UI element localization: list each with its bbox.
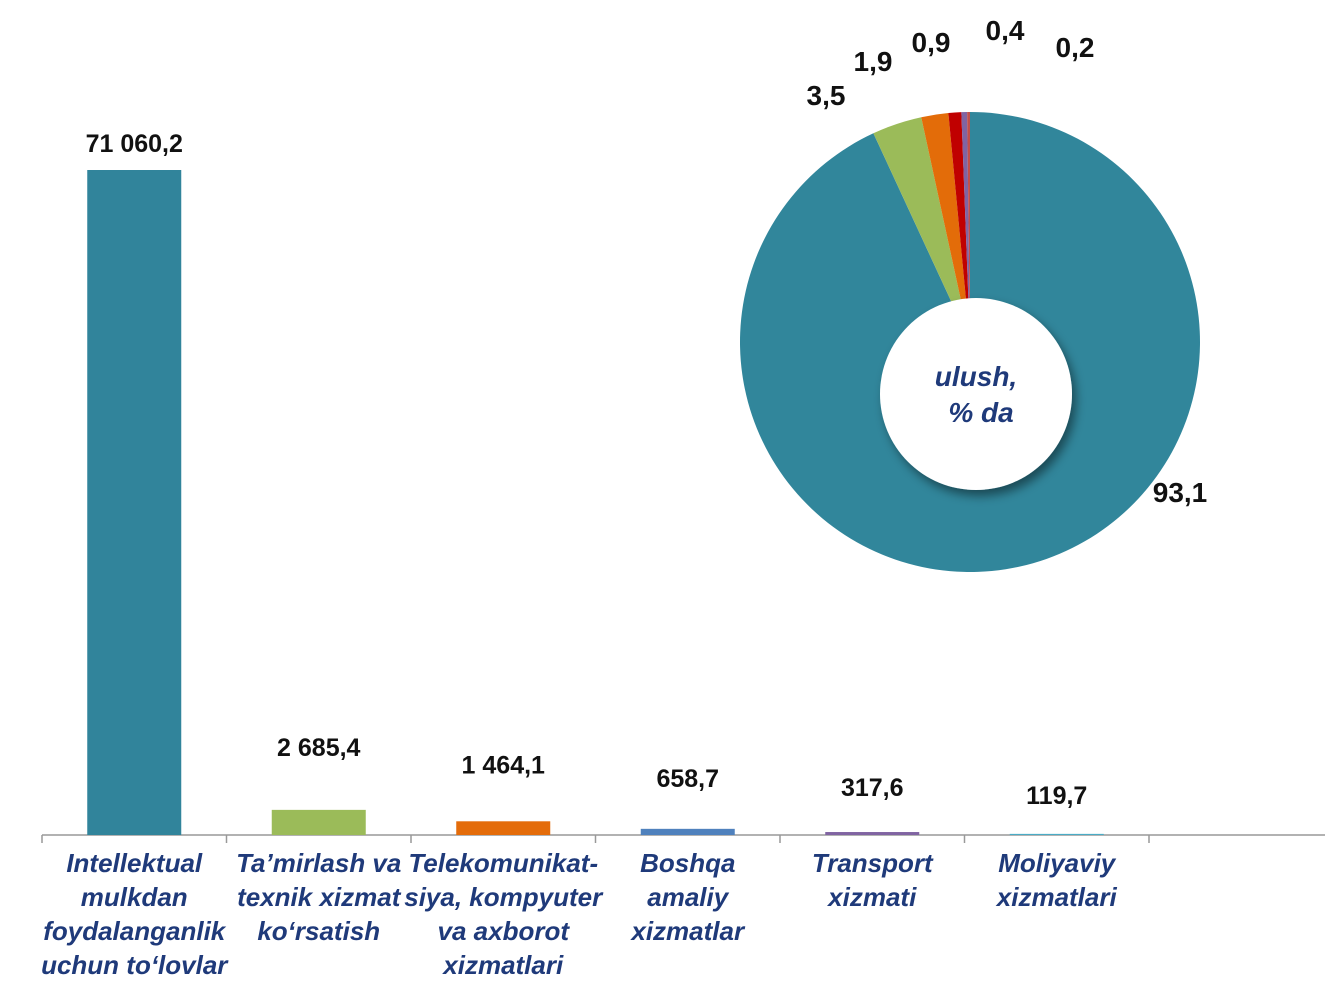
value-label: 119,7 — [1026, 782, 1087, 810]
bar — [825, 832, 920, 835]
category-label: Transport xizmati — [811, 848, 933, 912]
category-label: Boshqa amaliy xizmatlar — [631, 848, 745, 946]
value-label: 1,9 — [854, 46, 893, 77]
value-label: 0,9 — [912, 27, 951, 58]
donut-slice — [967, 112, 970, 342]
category-label: Ta’mirlash va texnik xizmat ko‘rsatish — [236, 848, 402, 946]
value-label: 1 464,1 — [462, 751, 546, 779]
donut-title: ulush,% da — [935, 361, 1017, 428]
value-label: 0,2 — [1056, 32, 1095, 63]
category-label: Moliyaviy xizmatlari — [996, 848, 1117, 912]
value-label: 71 060,2 — [86, 130, 183, 158]
bar — [1009, 833, 1104, 835]
bar — [87, 170, 182, 835]
bar — [640, 828, 735, 835]
value-label: 317,6 — [841, 774, 904, 802]
value-label: 658,7 — [656, 765, 719, 793]
donut-slice — [961, 112, 970, 342]
donut-slice — [948, 112, 970, 342]
value-label: 3,5 — [807, 80, 846, 111]
donut-hole — [880, 298, 1072, 490]
value-label: 0,4 — [986, 15, 1025, 46]
category-label: Telekomunikat-siya, kompyuter va axborot… — [404, 848, 603, 980]
bar — [456, 821, 551, 835]
donut-slice — [873, 117, 970, 342]
value-label: 93,1 — [1153, 477, 1208, 508]
category-label: Intellektual mulkdan foydalanganlik uchu… — [41, 848, 228, 980]
value-label: 2 685,4 — [277, 734, 361, 762]
bar — [271, 809, 366, 835]
donut-slice — [921, 113, 970, 342]
